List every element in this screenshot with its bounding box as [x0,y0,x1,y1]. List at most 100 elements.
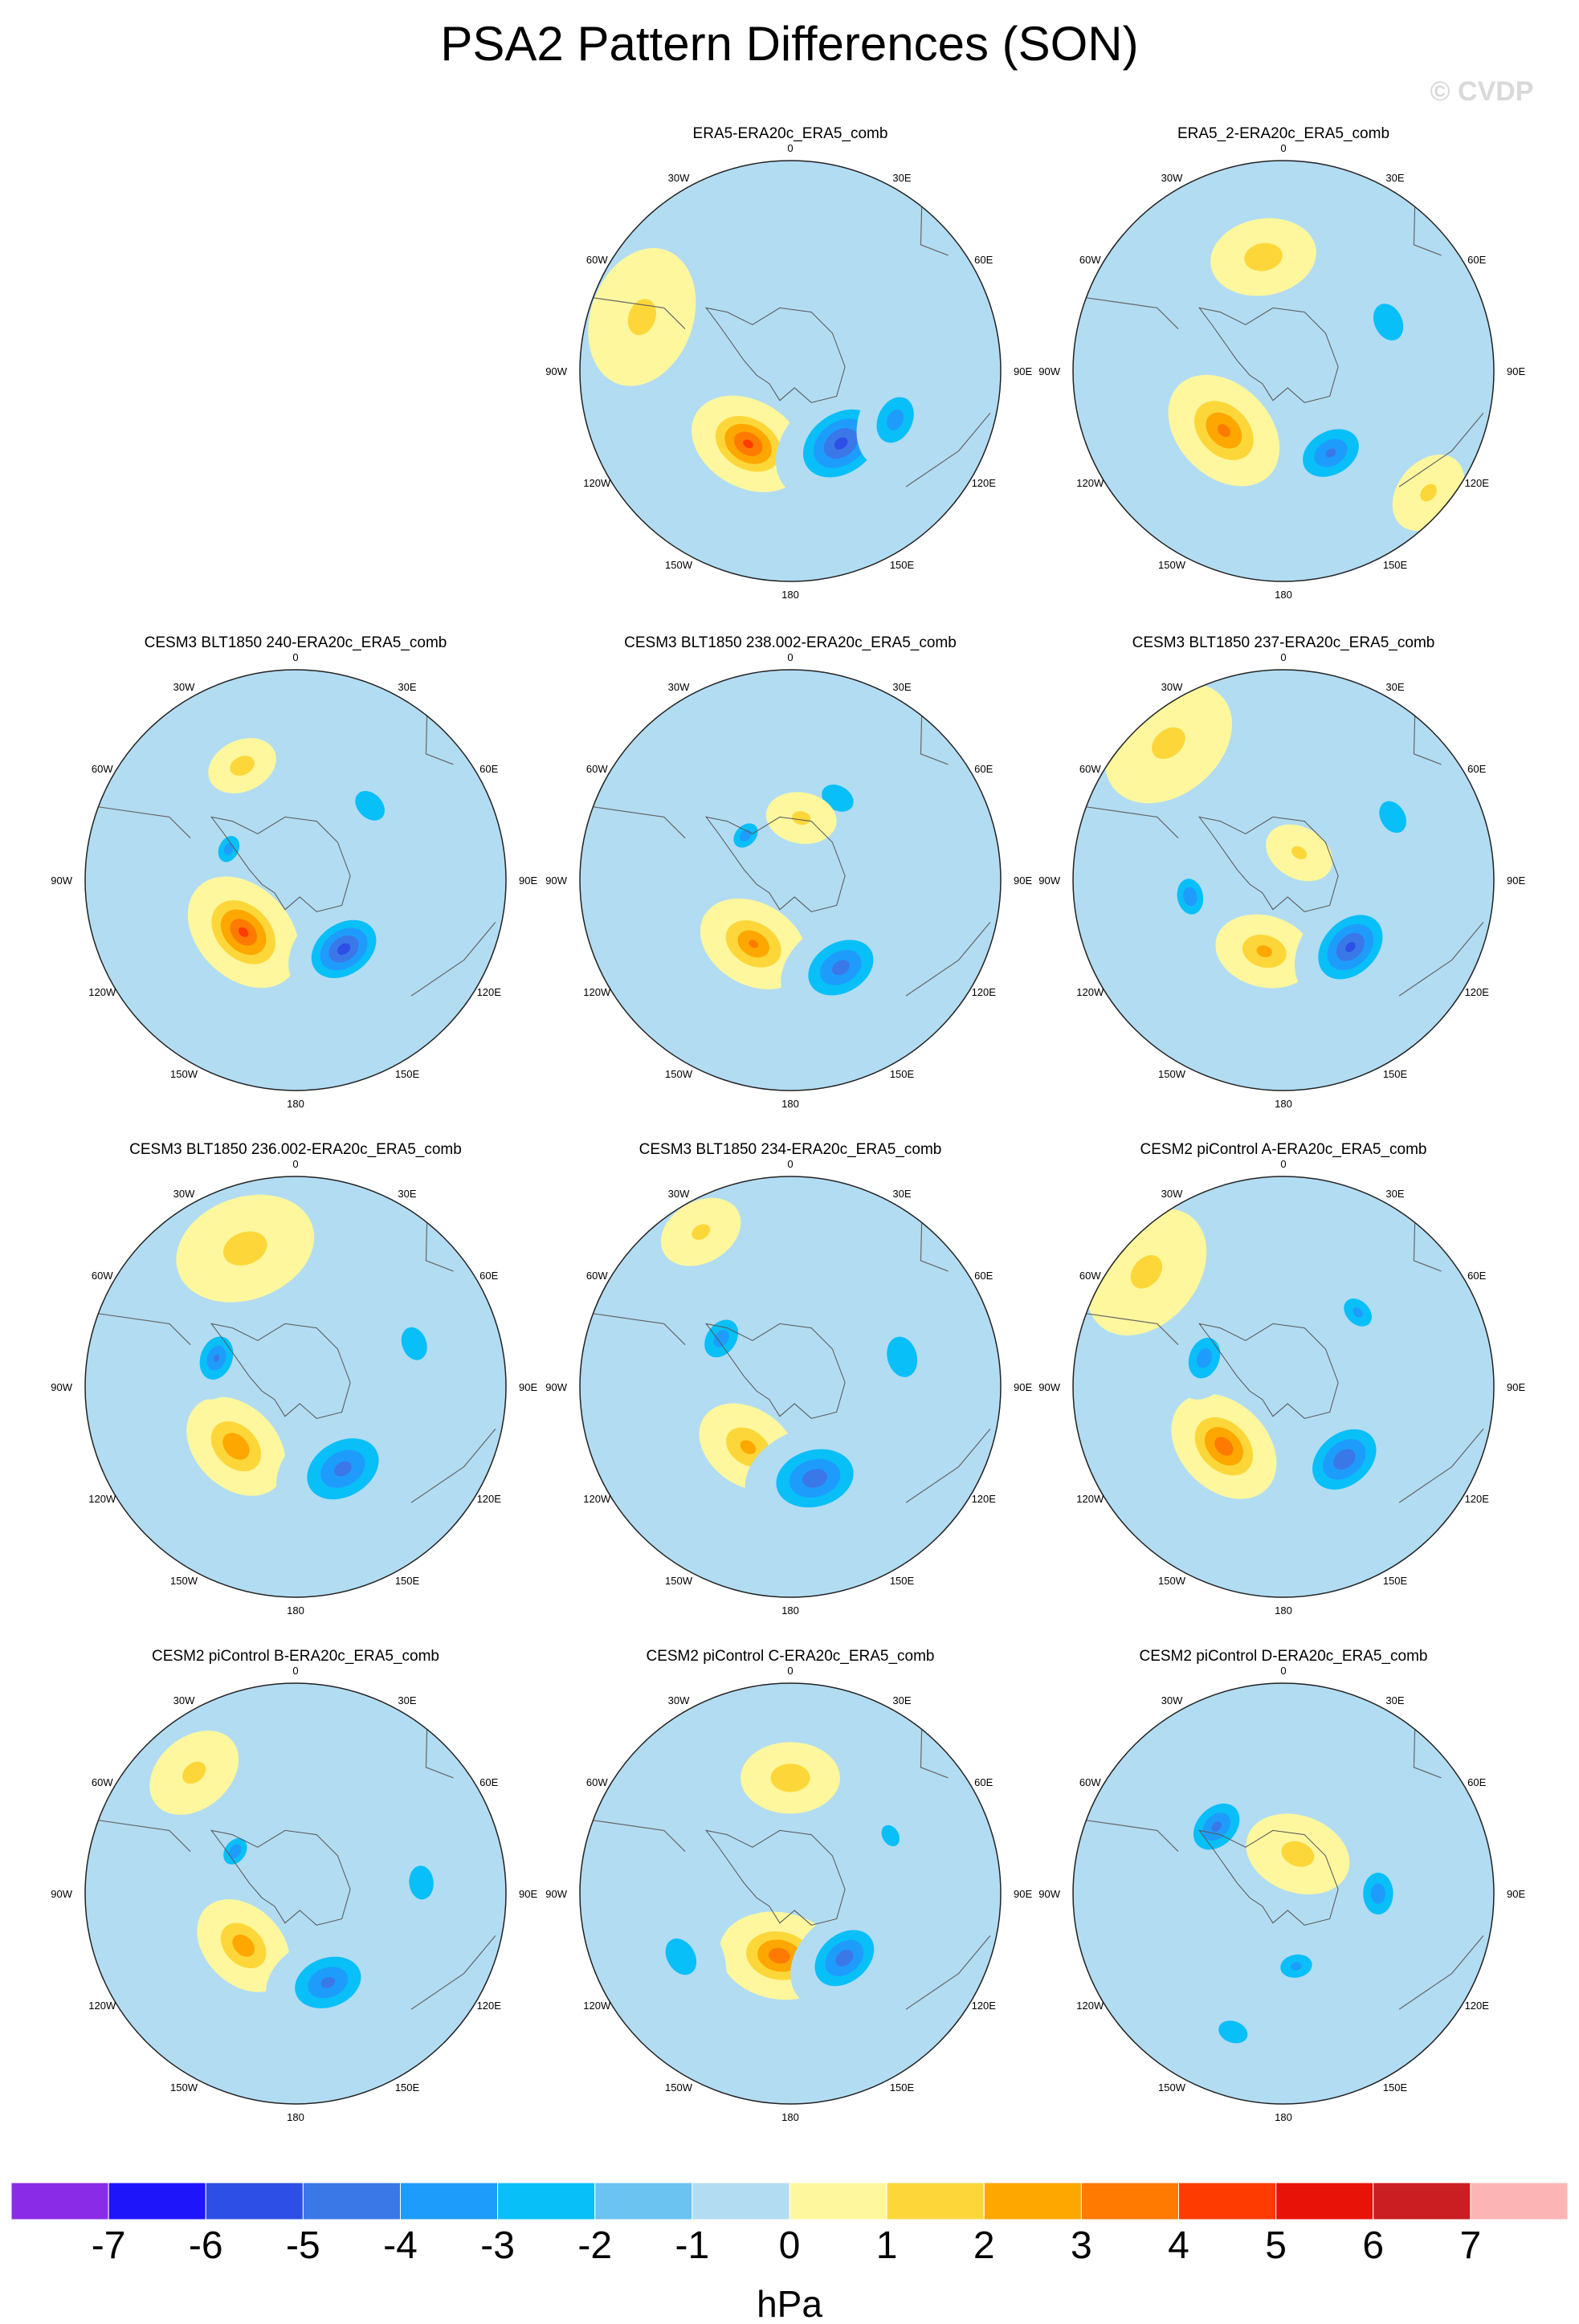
longitude-label: 120W [1076,477,1104,489]
longitude-label: 150E [890,1575,915,1587]
colorbar-segment [692,2182,790,2220]
anomaly-contour [1373,304,1404,340]
antarctica-coastline [210,1829,351,1926]
colorbar-segment [1178,2182,1277,2220]
longitude-label: 30W [1161,681,1183,693]
colorbar-units: hPa [757,2283,822,2324]
longitude-label: 180 [1275,1098,1292,1110]
longitude-label: 90W [545,875,567,887]
anomaly-contour [887,1336,918,1377]
longitude-label: 60W [586,763,608,775]
longitude-label: 90E [1014,365,1032,377]
longitude-label: 180 [781,2111,799,2123]
longitude-label: 150W [170,2081,198,2094]
longitude-label: 150E [395,2081,420,2094]
longitude-label: 30W [1161,172,1183,184]
longitude-label: 180 [781,1604,799,1617]
panel-title: CESM2 piControl D-ERA20c_ERA5_comb [1139,1648,1427,1665]
south-america-coastline [590,296,686,330]
longitude-label: 60W [586,1270,608,1282]
anomaly-contour [770,1763,810,1792]
colorbar-tick-label: 0 [779,2224,801,2267]
colorbar-segment [302,2182,401,2220]
anomaly-contour [834,437,848,450]
anomaly-contour [1214,1437,1234,1456]
australia-coastline [1398,922,1484,997]
longitude-label: 0 [787,651,793,663]
longitude-label: 120E [477,1493,502,1505]
longitude-label: 120W [88,1493,116,1505]
longitude-label: 60E [974,1270,993,1282]
colorbar-segment [205,2182,304,2220]
antarctica-coastline [1198,1829,1339,1926]
australia-coastline [410,1429,496,1503]
map-border [1072,669,1495,1091]
longitude-label: 150E [890,2081,915,2094]
south-america-coastline [96,1819,191,1853]
longitude-label: 90W [1038,1888,1060,1900]
map-border [84,669,507,1091]
colorbar-segment [497,2182,596,2220]
panel-title: CESM3 BLT1850 238.002-ERA20c_ERA5_comb [624,634,957,651]
australia-coastline [905,413,991,487]
longitude-label: 60E [1467,1776,1486,1788]
longitude-label: 30E [398,1188,416,1200]
australia-coastline [1398,1429,1484,1503]
anomaly-contour [1370,1883,1386,1904]
longitude-label: 120E [477,986,502,998]
anomaly-contour [1325,448,1336,458]
anomaly-contour [1256,945,1272,957]
anomaly-contour [409,1865,434,1900]
anomaly-contour [1130,1255,1163,1289]
figure-title: PSA2 Pattern Differences (SON) [440,17,1138,71]
colorbar-segment [886,2182,985,2220]
antarctica-coastline [1198,816,1339,912]
longitude-label: 120E [1465,986,1490,998]
colorbar-tick-label: 7 [1460,2224,1482,2267]
longitude-label: 30E [1385,1188,1404,1200]
south-america-coastline [96,805,191,839]
colorbar-segment [789,2182,887,2220]
longitude-label: 150W [665,1575,693,1587]
longitude-label: 120W [1076,1493,1104,1505]
anomaly-contour [1152,727,1185,760]
anomaly-contour [1420,483,1437,502]
anomaly-contour [232,1935,255,1957]
australia-coastline [905,922,991,997]
longitude-label: 120E [972,2000,997,2012]
south-america-coastline [590,1819,686,1853]
longitude-label: 60W [586,254,608,266]
longitude-label: 30W [173,681,195,693]
antarctica-coastline [210,1323,351,1419]
longitude-label: 120W [1076,986,1104,998]
longitude-label: 90E [1507,365,1525,377]
longitude-label: 120W [88,986,116,998]
anomaly-contour [692,1224,711,1240]
colorbar-tick-label: -3 [480,2224,515,2267]
longitude-label: 150E [890,559,915,571]
longitude-label: 120E [1465,1493,1490,1505]
anomaly-contour [1196,1348,1213,1368]
anomaly-contour [1291,846,1308,860]
longitude-label: 60E [1467,254,1486,266]
south-america-coastline [96,1312,191,1346]
longitude-label: 90W [545,365,567,377]
longitude-label: 60E [974,1776,993,1788]
longitude-label: 60W [1079,763,1101,775]
panel-title: ERA5_2-ERA20c_ERA5_comb [1177,125,1389,142]
longitude-label: 90E [1507,875,1525,887]
anomaly-contour [881,1825,900,1847]
longitude-label: 60W [586,1776,608,1788]
longitude-label: 180 [781,1098,799,1110]
panel-title: CESM3 BLT1850 237-ERA20c_ERA5_comb [1132,634,1435,651]
map-background [580,1176,1001,1597]
australia-coastline [905,1935,991,2010]
map-border [84,1682,507,2105]
anomaly-contour [1379,801,1406,834]
anomaly-contour [822,785,854,812]
anomaly-contour [238,927,249,938]
anomaly-contour [223,1231,267,1266]
antarctica-coastline [705,307,846,403]
